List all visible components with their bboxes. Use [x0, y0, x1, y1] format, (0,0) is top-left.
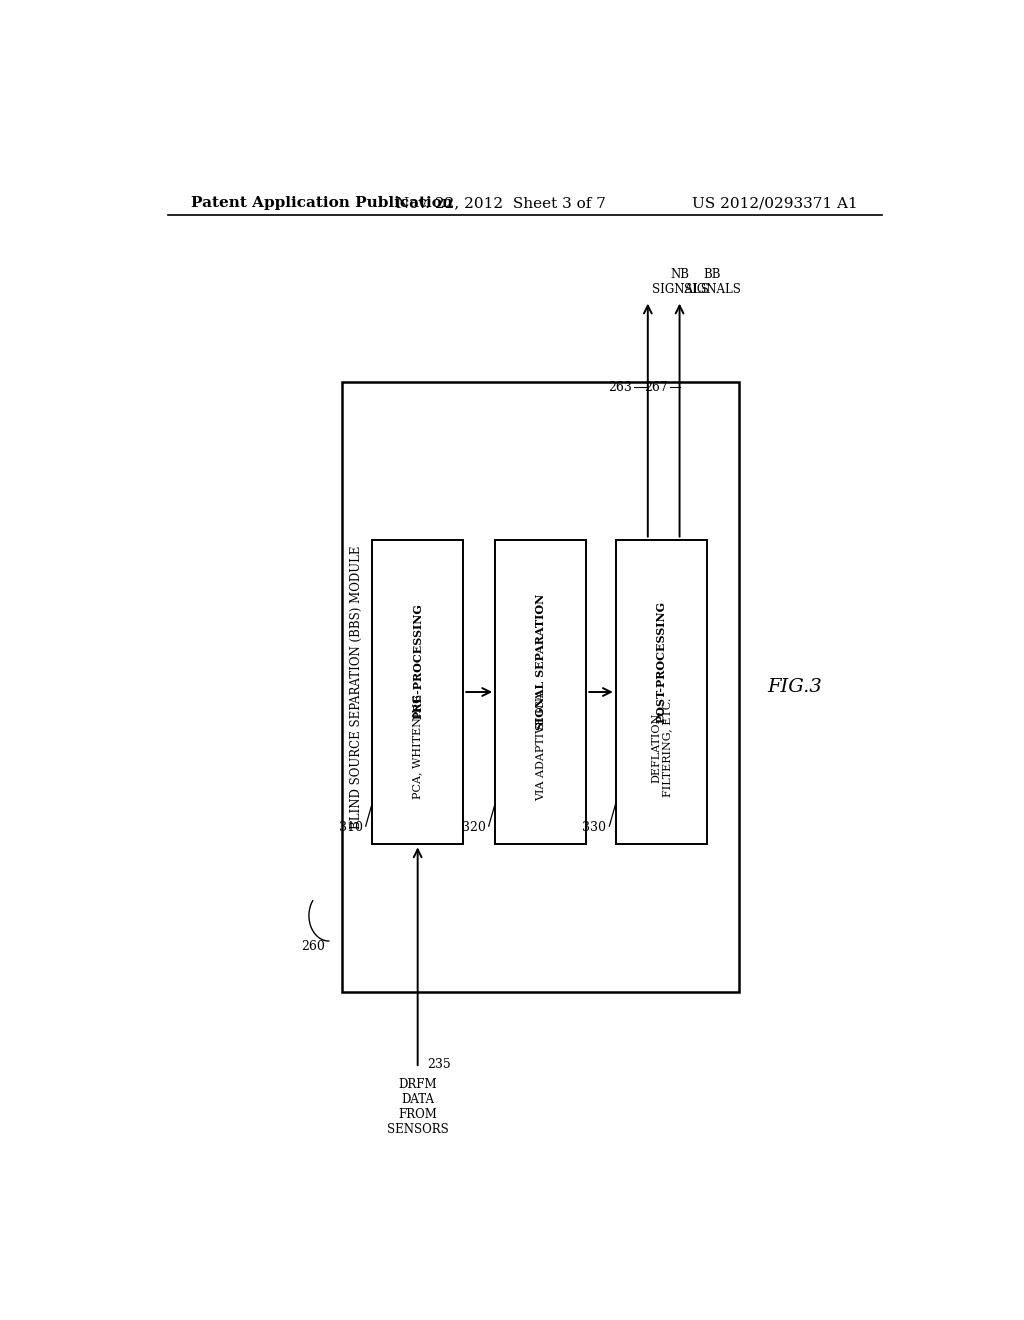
Text: 263: 263 [608, 380, 632, 393]
Text: PRE-PROCESSING: PRE-PROCESSING [413, 603, 423, 719]
Text: BB
SIGNALS: BB SIGNALS [684, 268, 740, 296]
Text: DEFLATION,
FILTERING, ETC.: DEFLATION, FILTERING, ETC. [650, 697, 672, 796]
Text: 260: 260 [301, 940, 325, 953]
Text: DRFM
DATA
FROM
SENSORS: DRFM DATA FROM SENSORS [387, 1078, 449, 1137]
Text: Patent Application Publication: Patent Application Publication [191, 197, 454, 210]
Bar [342, 381, 739, 991]
Bar [615, 540, 707, 845]
Text: POST-PROCESSING: POST-PROCESSING [655, 601, 667, 722]
Text: 310: 310 [339, 821, 362, 834]
Text: 330: 330 [582, 821, 606, 834]
Bar [372, 540, 463, 845]
Text: Nov. 22, 2012  Sheet 3 of 7: Nov. 22, 2012 Sheet 3 of 7 [396, 197, 606, 210]
Text: 235: 235 [427, 1057, 451, 1071]
Text: BLIND SOURCE SEPARATION (BBS) MODULE: BLIND SOURCE SEPARATION (BBS) MODULE [350, 545, 364, 829]
Text: 320: 320 [462, 821, 485, 834]
Text: US 2012/0293371 A1: US 2012/0293371 A1 [692, 197, 858, 210]
Text: NB
SIGNALS: NB SIGNALS [652, 268, 709, 296]
Text: 267: 267 [644, 380, 668, 393]
Text: PCA, WHITENING: PCA, WHITENING [413, 694, 423, 800]
Bar [495, 540, 587, 845]
Text: SIGNAL SEPARATION: SIGNAL SEPARATION [536, 594, 546, 730]
Text: FIG.3: FIG.3 [767, 678, 822, 696]
Text: VIA ADAPTIVE ICA: VIA ADAPTIVE ICA [536, 693, 546, 801]
